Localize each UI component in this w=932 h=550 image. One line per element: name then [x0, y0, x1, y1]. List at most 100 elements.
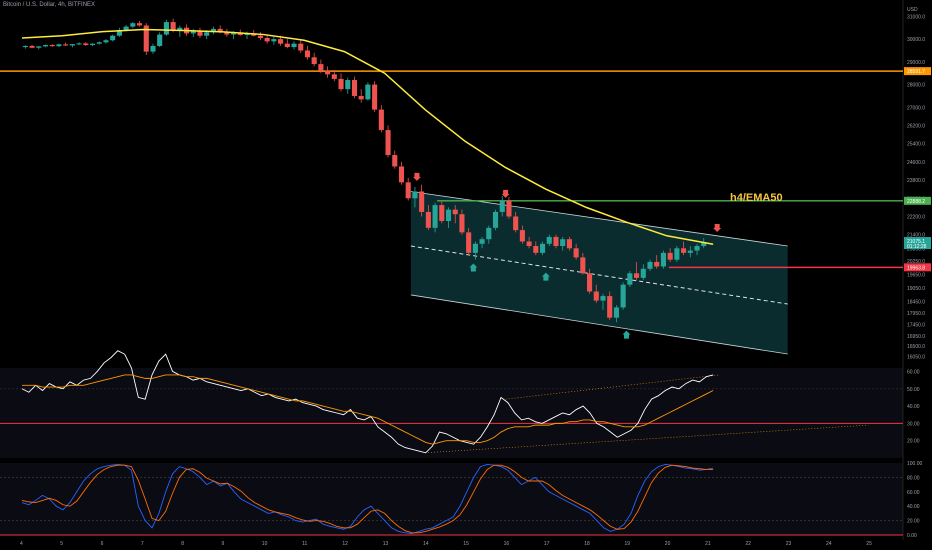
candle-body	[22, 45, 28, 48]
candle-body	[519, 230, 525, 242]
candle-body	[432, 205, 438, 228]
candle-body	[600, 296, 606, 301]
candle-body	[613, 307, 619, 318]
stoch-tick-label: 60.00	[907, 490, 920, 496]
candle-body	[660, 252, 666, 267]
candle-body	[311, 57, 317, 65]
candle-body	[459, 214, 465, 233]
candle-body	[566, 239, 572, 249]
price-tick-label: 29000.0	[907, 60, 925, 66]
candle-body	[170, 22, 176, 31]
channel-lower-line[interactable]	[410, 294, 788, 355]
candle-body	[573, 248, 579, 258]
candle-body	[587, 273, 593, 292]
rsi-tick-label: 40.00	[907, 404, 920, 410]
candle-body	[177, 27, 183, 31]
price-tag-red: 19963.8	[907, 265, 925, 271]
candle-body	[506, 200, 512, 217]
candle-body	[526, 241, 532, 247]
price-tag-countdown: 01:12:28	[907, 244, 927, 250]
candle-body	[358, 95, 364, 100]
price-tick-label: 19650.0	[907, 272, 925, 278]
stoch-tick-label: 40.00	[907, 504, 920, 510]
candle-body	[654, 261, 660, 267]
candle-body	[257, 35, 263, 38]
candle-body	[116, 30, 122, 36]
candle-body	[36, 46, 42, 48]
time-tick-label: 8	[181, 541, 184, 547]
candle-body	[331, 74, 337, 79]
candle-body	[553, 236, 559, 247]
candle-body	[83, 43, 89, 46]
rsi-tick-label: 60.00	[907, 369, 920, 375]
price-tag-orange: 28591.7	[907, 69, 925, 75]
candle-body	[681, 248, 687, 253]
candle-body	[546, 236, 552, 244]
channel-fill	[410, 191, 788, 355]
time-tick-label: 10	[262, 541, 268, 547]
candle-body	[163, 22, 169, 35]
candle-body	[351, 80, 358, 96]
time-tick-label: 23	[786, 541, 792, 547]
candle-body	[694, 246, 700, 251]
candle-body	[244, 33, 250, 36]
candle-body	[640, 268, 646, 278]
candle-body	[345, 80, 351, 90]
candle-body	[405, 182, 411, 199]
candle-body	[398, 166, 405, 183]
candle-body	[63, 44, 69, 46]
rsi-trendline-lower[interactable]	[424, 424, 869, 454]
arrow-up-icon	[541, 272, 550, 281]
candle-body	[110, 35, 116, 41]
candle-body	[479, 239, 485, 244]
time-tick-label: 5	[60, 541, 63, 547]
stoch-d-line[interactable]	[21, 464, 714, 534]
price-tick-label: 17450.0	[907, 322, 925, 328]
channel-middle-line[interactable]	[410, 245, 788, 305]
candle-body	[204, 32, 210, 36]
candle-body	[56, 44, 62, 47]
rsi-tick-label: 50.00	[907, 387, 920, 393]
price-tag-orange-bg	[904, 67, 931, 76]
candle-body	[486, 227, 492, 240]
time-tick-label: 20	[665, 541, 671, 547]
time-tick-label: 4	[20, 541, 23, 547]
candle-body	[264, 37, 270, 42]
candle-body	[372, 84, 378, 110]
candle-body	[593, 291, 599, 301]
candle-body	[627, 273, 633, 285]
price-tick-label: 16500.0	[907, 344, 925, 350]
stoch-k-line[interactable]	[21, 463, 714, 535]
candle-body	[701, 242, 707, 247]
candle-body	[325, 70, 331, 75]
rsi-ma-line[interactable]	[22, 374, 714, 445]
candle-body	[76, 43, 82, 45]
candle-body	[539, 243, 546, 253]
candle-body	[560, 239, 566, 247]
ema50-line[interactable]	[21, 28, 714, 245]
candle-body	[419, 191, 425, 212]
price-tag-green: 22888.2	[907, 199, 925, 205]
candle-body	[49, 45, 55, 47]
price-tag-red-bg	[904, 263, 931, 272]
candle-body	[190, 31, 196, 34]
candle-body	[103, 40, 109, 43]
price-tick-label: 30000.0	[907, 37, 925, 43]
candle-body	[231, 32, 237, 35]
time-tick-label: 17	[544, 541, 550, 547]
rsi-line[interactable]	[21, 350, 714, 454]
price-tick-label: 18450.0	[907, 300, 925, 306]
price-tag-green-bg	[904, 196, 931, 205]
time-tick-label: 13	[383, 541, 389, 547]
candle-body	[385, 130, 391, 156]
candle-body	[425, 211, 431, 228]
time-tick-label: 16	[504, 541, 510, 547]
price-tick-label: 16950.0	[907, 334, 925, 340]
candle-body	[69, 44, 75, 46]
price-tick-label: 24600.0	[907, 160, 925, 166]
candle-body	[513, 216, 519, 231]
time-tick-label: 25	[866, 541, 872, 547]
candle-body	[136, 23, 143, 26]
candle-body	[130, 23, 136, 27]
